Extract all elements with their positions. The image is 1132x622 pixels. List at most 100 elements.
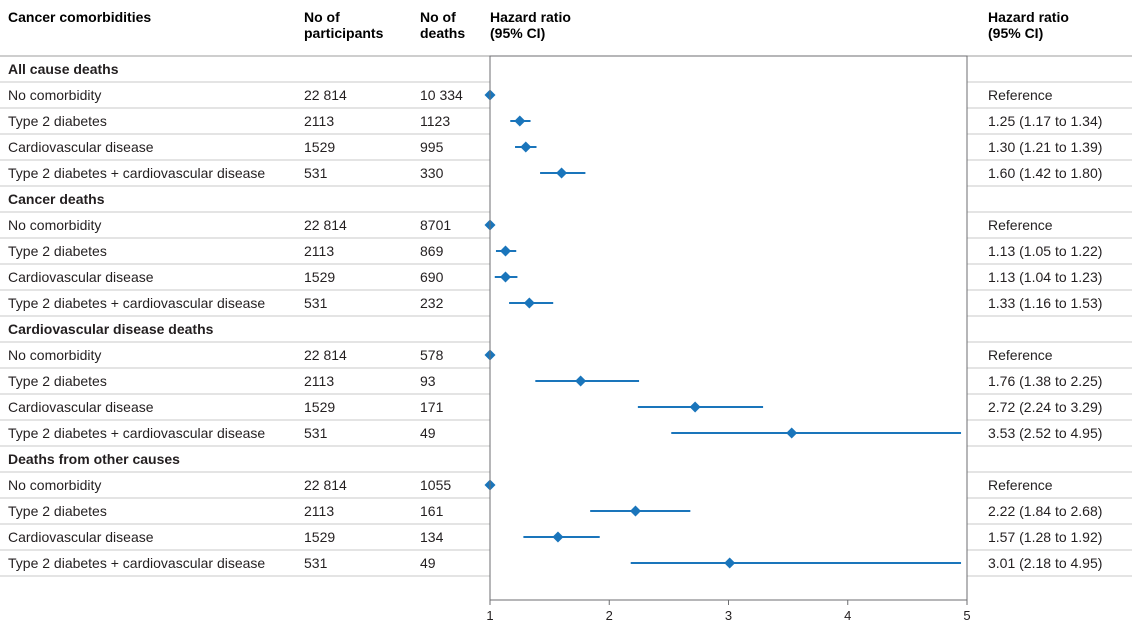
row-deaths: 171 bbox=[420, 399, 444, 415]
row-hr-text: 1.60 (1.42 to 1.80) bbox=[988, 165, 1102, 181]
row-hr-text: Reference bbox=[988, 347, 1053, 363]
row-label: Type 2 diabetes + cardiovascular disease bbox=[8, 425, 265, 441]
row-deaths: 1055 bbox=[420, 477, 451, 493]
row-deaths: 49 bbox=[420, 555, 436, 571]
row-participants: 2113 bbox=[304, 113, 334, 129]
row-participants: 2113 bbox=[304, 243, 334, 259]
header-comorbidities: Cancer comorbidities bbox=[8, 9, 151, 25]
row-deaths: 161 bbox=[420, 503, 444, 519]
table-rows: All cause deaths No comorbidity 22 814 10 3… bbox=[8, 61, 1102, 571]
header-hr-text-line2: (95% CI) bbox=[988, 25, 1043, 41]
row-hr-text: 1.76 (1.38 to 2.25) bbox=[988, 373, 1102, 389]
row-deaths: 8701 bbox=[420, 217, 451, 233]
row-hr-text: 3.01 (2.18 to 4.95) bbox=[988, 555, 1102, 571]
row-hr-text: 1.57 (1.28 to 1.92) bbox=[988, 529, 1102, 545]
row-deaths: 49 bbox=[420, 425, 436, 441]
group-title: Deaths from other causes bbox=[8, 451, 180, 467]
row-label: Type 2 diabetes bbox=[8, 503, 107, 519]
row-hr-text: Reference bbox=[988, 217, 1053, 233]
plot-area bbox=[484, 55, 968, 601]
x-tick-label: 2 bbox=[606, 608, 613, 622]
row-deaths: 134 bbox=[420, 529, 444, 545]
group-title: Cancer deaths bbox=[8, 191, 105, 207]
row-hr-text: 1.30 (1.21 to 1.39) bbox=[988, 139, 1102, 155]
row-hr-text: 2.22 (1.84 to 2.68) bbox=[988, 503, 1102, 519]
hr-marker bbox=[520, 141, 532, 153]
hr-marker bbox=[556, 167, 568, 179]
row-hr-text: 1.25 (1.17 to 1.34) bbox=[988, 113, 1102, 129]
group-title: Cardiovascular disease deaths bbox=[8, 321, 214, 337]
row-hr-text: 2.72 (2.24 to 3.29) bbox=[988, 399, 1102, 415]
row-label: Type 2 diabetes bbox=[8, 113, 107, 129]
row-deaths: 330 bbox=[420, 165, 444, 181]
header-deaths-line2: deaths bbox=[420, 25, 465, 41]
header-plot-hr-line1: Hazard ratio bbox=[490, 9, 571, 25]
x-tick-label: 1 bbox=[486, 608, 493, 622]
row-participants: 531 bbox=[304, 555, 328, 571]
header-plot-hr-line2: (95% CI) bbox=[490, 25, 545, 41]
row-participants: 22 814 bbox=[304, 87, 347, 103]
header-participants-line1: No of bbox=[304, 9, 340, 25]
header-participants-line2: participants bbox=[304, 25, 384, 41]
hr-marker bbox=[500, 271, 512, 283]
row-label: Cardiovascular disease bbox=[8, 529, 154, 545]
table-header: Cancer comorbidities No of participants … bbox=[8, 9, 1069, 41]
row-participants: 1529 bbox=[304, 529, 335, 545]
row-hr-text: 3.53 (2.52 to 4.95) bbox=[988, 425, 1102, 441]
row-deaths: 93 bbox=[420, 373, 436, 389]
x-tick-label: 5 bbox=[963, 608, 970, 622]
x-tick-label: 3 bbox=[725, 608, 732, 622]
row-label: Cardiovascular disease bbox=[8, 399, 154, 415]
plot-background bbox=[490, 56, 967, 600]
hr-marker bbox=[500, 245, 512, 257]
row-deaths: 1123 bbox=[420, 113, 450, 129]
hr-marker bbox=[724, 557, 736, 569]
row-participants: 22 814 bbox=[304, 217, 347, 233]
row-participants: 531 bbox=[304, 425, 328, 441]
row-participants: 2113 bbox=[304, 373, 334, 389]
x-axis: 1 2 3 4 5 bbox=[486, 600, 971, 622]
row-participants: 1529 bbox=[304, 269, 335, 285]
row-participants: 2113 bbox=[304, 503, 334, 519]
row-participants: 1529 bbox=[304, 139, 335, 155]
row-label: No comorbidity bbox=[8, 347, 101, 363]
row-deaths: 690 bbox=[420, 269, 444, 285]
row-label: No comorbidity bbox=[8, 217, 101, 233]
row-deaths: 578 bbox=[420, 347, 444, 363]
row-participants: 531 bbox=[304, 165, 328, 181]
row-label: Type 2 diabetes + cardiovascular disease bbox=[8, 555, 265, 571]
row-label: No comorbidity bbox=[8, 477, 101, 493]
x-tick-label: 4 bbox=[844, 608, 851, 622]
row-participants: 22 814 bbox=[304, 347, 347, 363]
row-label: Cardiovascular disease bbox=[8, 269, 154, 285]
row-hr-text: 1.13 (1.05 to 1.22) bbox=[988, 243, 1102, 259]
row-participants: 22 814 bbox=[304, 477, 347, 493]
row-deaths: 232 bbox=[420, 295, 444, 311]
hr-marker bbox=[689, 401, 701, 413]
header-hr-text-line1: Hazard ratio bbox=[988, 9, 1069, 25]
row-deaths: 10 334 bbox=[420, 87, 463, 103]
row-hr-text: Reference bbox=[988, 87, 1053, 103]
hr-marker bbox=[629, 505, 641, 517]
row-participants: 531 bbox=[304, 295, 328, 311]
hr-marker bbox=[575, 375, 587, 387]
row-deaths: 995 bbox=[420, 139, 444, 155]
hr-marker bbox=[514, 115, 526, 127]
hr-marker bbox=[523, 297, 535, 309]
row-label: Type 2 diabetes + cardiovascular disease bbox=[8, 165, 265, 181]
row-participants: 1529 bbox=[304, 399, 335, 415]
row-label: No comorbidity bbox=[8, 87, 101, 103]
row-label: Type 2 diabetes bbox=[8, 243, 107, 259]
row-label: Type 2 diabetes bbox=[8, 373, 107, 389]
row-label: Type 2 diabetes + cardiovascular disease bbox=[8, 295, 265, 311]
row-deaths: 869 bbox=[420, 243, 444, 259]
header-deaths-line1: No of bbox=[420, 9, 456, 25]
row-hr-text: Reference bbox=[988, 477, 1053, 493]
row-hr-text: 1.33 (1.16 to 1.53) bbox=[988, 295, 1102, 311]
hr-marker bbox=[786, 427, 798, 439]
hr-marker bbox=[552, 531, 564, 543]
row-label: Cardiovascular disease bbox=[8, 139, 154, 155]
group-title: All cause deaths bbox=[8, 61, 119, 77]
row-hr-text: 1.13 (1.04 to 1.23) bbox=[988, 269, 1102, 285]
